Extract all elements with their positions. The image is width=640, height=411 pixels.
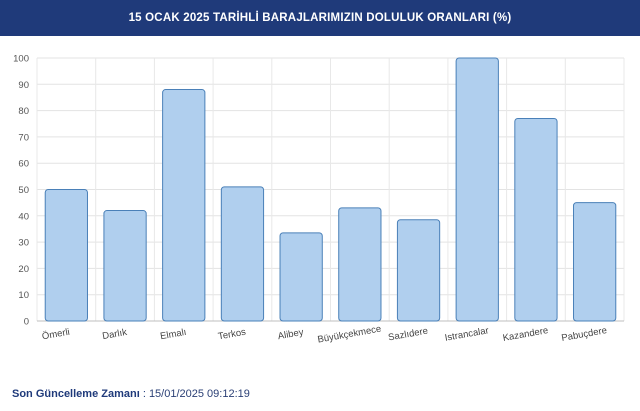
bar-8[interactable] xyxy=(514,117,558,322)
x-tick-label: Büyükçekmece xyxy=(317,324,382,346)
y-tick-label: 80 xyxy=(18,106,29,117)
bar-0[interactable] xyxy=(44,189,88,322)
chart-header: 15 OCAK 2025 TARİHLİ BARAJLARIMIZIN DOLU… xyxy=(0,0,640,36)
chart-area: 0 10 20 30 40 50 60 70 80 90 100 Ömerli Darlık Elmal… xyxy=(0,36,640,371)
bar-5[interactable] xyxy=(338,207,382,322)
x-tick-label: Alibey xyxy=(277,327,305,342)
bar-3[interactable] xyxy=(220,186,265,322)
bar-2[interactable] xyxy=(162,89,206,322)
last-update: Son Güncelleme Zamanı : 15/01/2025 09:12… xyxy=(12,388,250,400)
x-tick-label: Istrancalar xyxy=(444,325,490,344)
y-axis-ticks: 0 10 20 30 40 50 60 70 80 90 100 xyxy=(13,54,29,328)
bar-9[interactable] xyxy=(573,202,617,322)
y-tick-label: 60 xyxy=(18,159,29,170)
y-tick-label: 70 xyxy=(18,132,29,143)
x-tick-label: Sazlıdere xyxy=(387,326,428,344)
last-update-label: Son Güncelleme Zamanı xyxy=(12,388,140,400)
x-tick-label: Pabuçdere xyxy=(561,325,608,344)
x-axis-ticks: Ömerli Darlık Elmalı Terkos Alibey Büyükçekme… xyxy=(41,324,608,346)
y-tick-label: 90 xyxy=(18,80,29,91)
y-tick-label: 30 xyxy=(18,238,29,249)
y-tick-label: 100 xyxy=(13,54,29,65)
y-tick-label: 50 xyxy=(18,185,29,196)
bars xyxy=(44,57,617,322)
y-tick-label: 20 xyxy=(18,264,29,275)
y-tick-label: 10 xyxy=(18,290,29,301)
last-update-value: 15/01/2025 09:12:19 xyxy=(148,388,250,400)
last-update-separator: : xyxy=(139,388,149,400)
x-tick-label: Ömerli xyxy=(41,327,70,343)
bar-6[interactable] xyxy=(396,219,441,322)
x-tick-label: Elmalı xyxy=(159,327,187,342)
x-tick-label: Kazandere xyxy=(502,325,549,344)
bar-1[interactable] xyxy=(103,210,147,322)
y-tick-label: 0 xyxy=(24,317,29,328)
x-tick-label: Darlık xyxy=(101,327,128,342)
x-tick-label: Terkos xyxy=(217,327,247,343)
y-tick-label: 40 xyxy=(18,211,29,222)
chart-title: 15 OCAK 2025 TARİHLİ BARAJLARIMIZIN DOLU… xyxy=(128,12,512,24)
bar-chart: 0 10 20 30 40 50 60 70 80 90 100 Ömerli Darlık Elmal… xyxy=(13,54,625,346)
bar-7[interactable] xyxy=(455,57,499,322)
bar-4[interactable] xyxy=(279,232,323,322)
